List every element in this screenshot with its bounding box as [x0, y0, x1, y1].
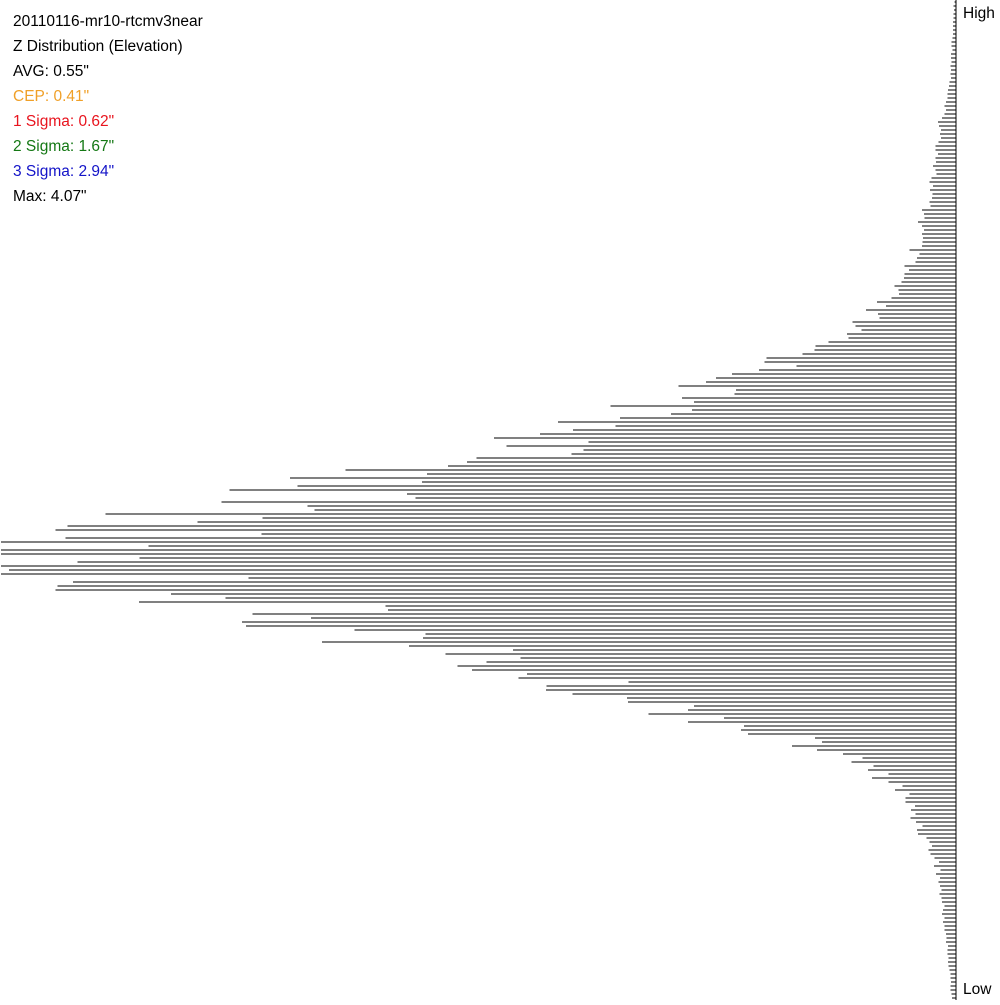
axis-label-high: High	[963, 5, 995, 22]
cep-stat: CEP: 0.41"	[13, 88, 90, 105]
sigma3-stat: 3 Sigma: 2.94"	[13, 163, 115, 180]
max-stat: Max: 4.07"	[13, 188, 87, 205]
stats-panel: 20110116-mr10-rtcmv3near Z Distribution …	[13, 9, 203, 209]
chart-subtitle: Z Distribution (Elevation)	[13, 38, 183, 55]
chart-title: 20110116-mr10-rtcmv3near	[13, 13, 203, 30]
sigma2-stat: 2 Sigma: 1.67"	[13, 138, 115, 155]
avg-stat: AVG: 0.55"	[13, 63, 89, 80]
sigma1-stat: 1 Sigma: 0.62"	[13, 113, 115, 130]
axis-label-low: Low	[963, 981, 992, 998]
